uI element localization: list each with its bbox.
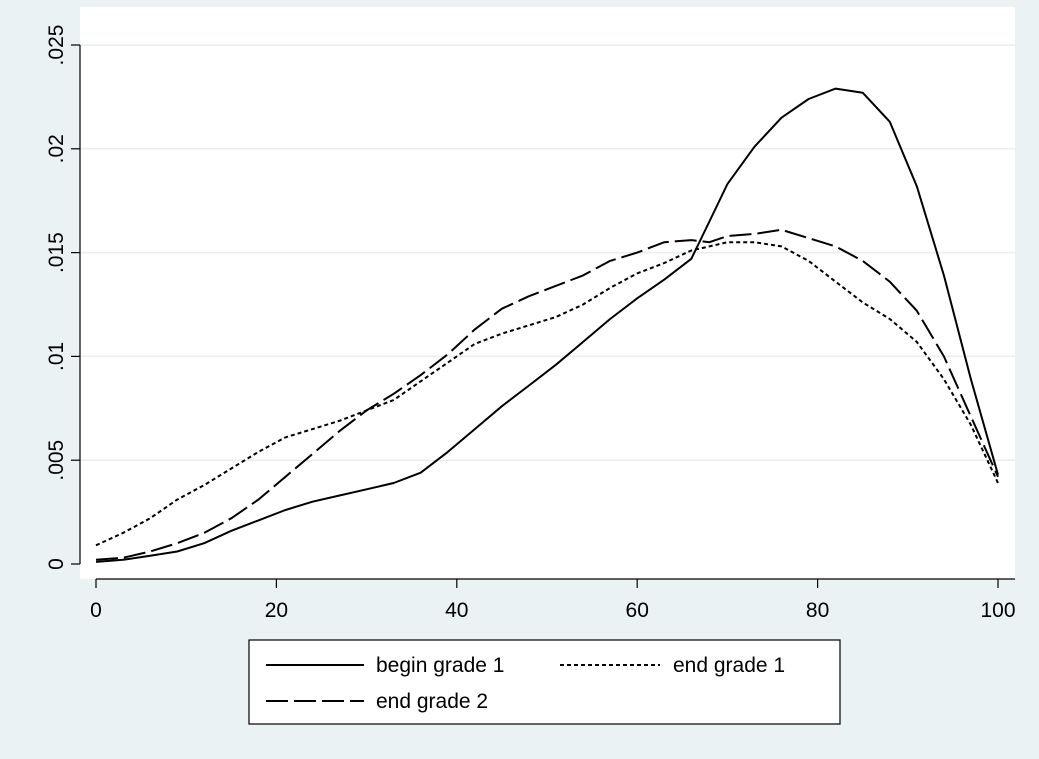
x-tick-label: 0 (90, 599, 102, 622)
y-tick-label: 0 (45, 558, 68, 570)
y-tick-label: .005 (45, 440, 68, 481)
legend-label-end-grade-1: end grade 1 (673, 654, 785, 677)
legend-box (248, 639, 841, 725)
y-gridlines (80, 44, 1015, 461)
x-tick-label: 60 (626, 599, 649, 622)
y-tick-label: .025 (45, 25, 68, 66)
series-line-begin-grade-1 (95, 87, 999, 563)
x-tick-label: 80 (806, 599, 829, 622)
series-lines (95, 87, 999, 563)
y-tick-label: .015 (45, 232, 68, 273)
series-line-end-grade-2 (95, 228, 999, 561)
legend-label-begin-grade-1: begin grade 1 (376, 654, 504, 677)
x-tick-label: 40 (445, 599, 468, 622)
y-tick-label: .01 (45, 342, 68, 371)
plot-area (80, 7, 1015, 579)
legend-label-end-grade-2: end grade 2 (376, 690, 488, 713)
x-tick-label: 100 (980, 599, 1015, 622)
x-tick-label: 20 (265, 599, 288, 622)
legend: begin grade 1 end grade 1 end grade 2 (248, 639, 841, 725)
series-line-end-grade-1 (95, 241, 999, 547)
axes: 0 .005 .01 .015 .02 .025 0 20 40 60 80 100 (45, 25, 1016, 622)
y-tick-label: .02 (45, 134, 68, 163)
